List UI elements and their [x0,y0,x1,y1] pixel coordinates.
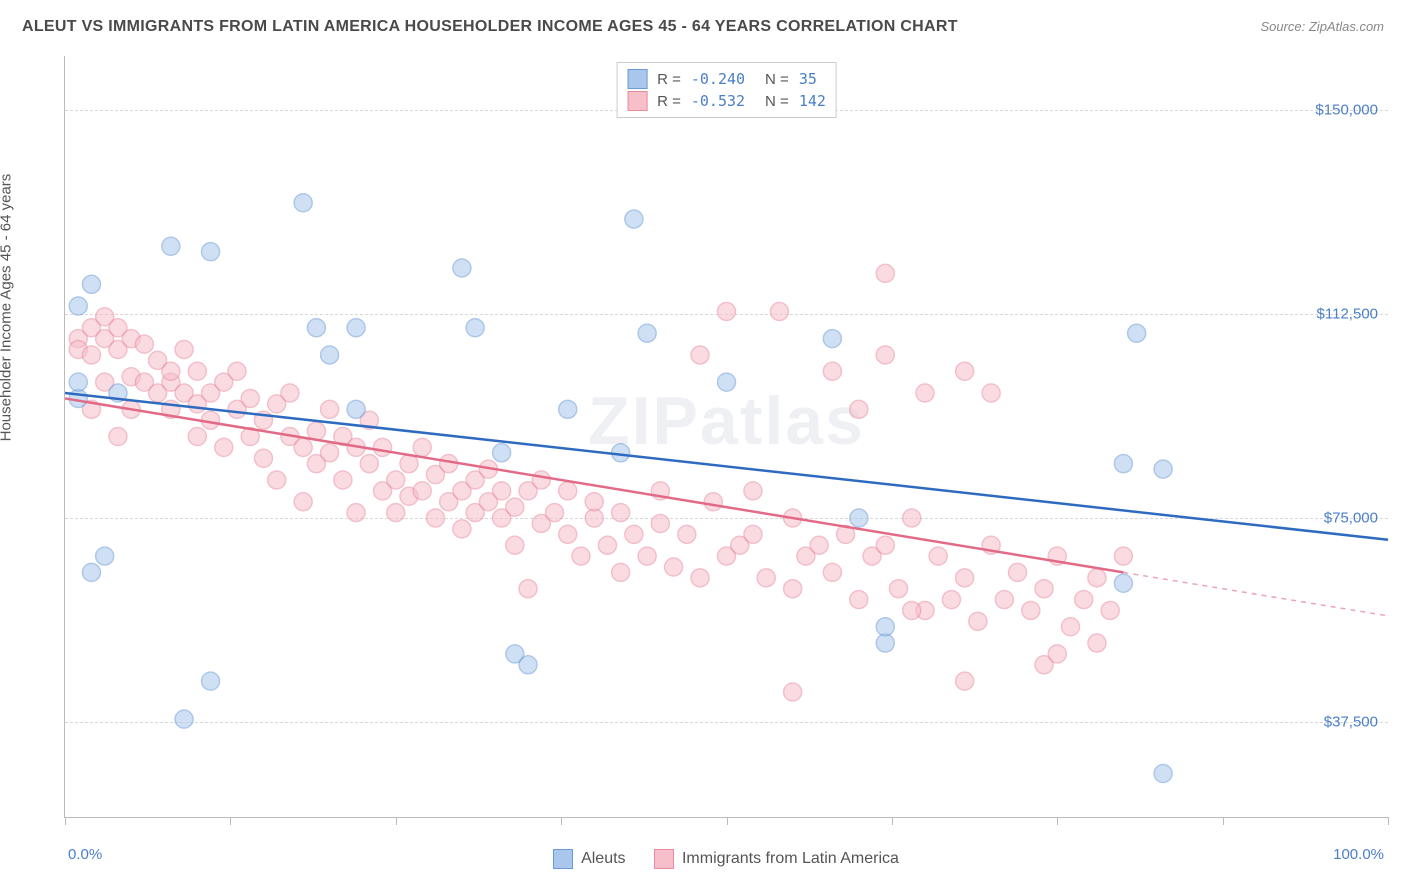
chart-title: ALEUT VS IMMIGRANTS FROM LATIN AMERICA H… [22,18,958,36]
swatch-latin [654,849,674,869]
r-label: R = [657,93,681,110]
swatch-latin [627,91,647,111]
legend-label-aleuts: Aleuts [581,850,625,868]
legend-item-aleuts: Aleuts [553,849,625,869]
swatch-aleuts [627,69,647,89]
legend-label-latin: Immigrants from Latin America [682,850,899,868]
n-label: N = [765,71,789,88]
source-attribution: Source: ZipAtlas.com [1260,19,1384,34]
n-label: N = [765,93,789,110]
n-value-latin: 142 [799,92,826,110]
legend-item-latin: Immigrants from Latin America [654,849,899,869]
header: ALEUT VS IMMIGRANTS FROM LATIN AMERICA H… [22,18,1384,36]
r-value-aleuts: -0.240 [691,70,745,88]
r-value-latin: -0.532 [691,92,745,110]
legend-row-latin: R = -0.532 N = 142 [627,91,826,111]
r-label: R = [657,71,681,88]
chart-svg [65,56,1388,817]
plot-area: ZIPatlas R = -0.240 N = 35 R = -0.532 N … [64,56,1388,818]
swatch-aleuts [553,849,573,869]
legend-row-aleuts: R = -0.240 N = 35 [627,69,826,89]
y-axis-label: Householder Income Ages 45 - 64 years [0,174,15,442]
chart-container: Householder Income Ages 45 - 64 years ZI… [18,56,1388,874]
n-value-aleuts: 35 [799,70,817,88]
series-legend: Aleuts Immigrants from Latin America [64,849,1388,874]
correlation-legend: R = -0.240 N = 35 R = -0.532 N = 142 [616,62,837,118]
